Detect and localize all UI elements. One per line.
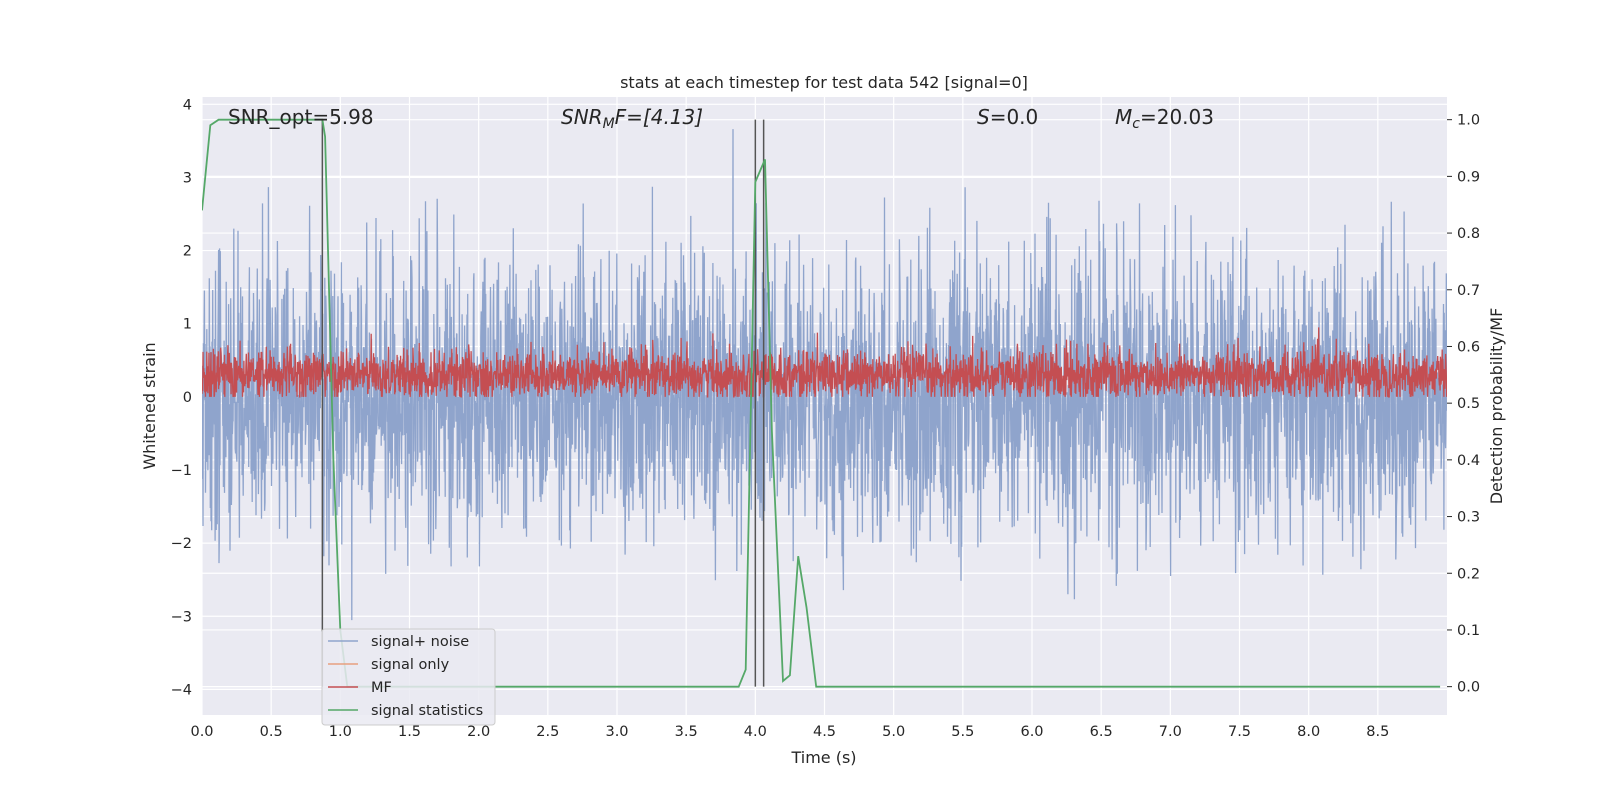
y-tick-label: 1 [183, 317, 192, 333]
annotation-mc-main: M [1115, 105, 1132, 129]
x-tick-label: 2.5 [536, 724, 559, 740]
y-axis-label: Whitened strain [140, 342, 159, 469]
annotation-mc-sub: c [1132, 116, 1140, 132]
x-tick-label: 5.5 [951, 724, 974, 740]
y2-tick-label: 0.8 [1457, 226, 1480, 242]
annotation-s: S=0.0 [977, 105, 1038, 129]
x-tick-label: 3.0 [605, 724, 628, 740]
y2-tick-label: 0.9 [1457, 169, 1480, 185]
x-tick-label: 7.5 [1228, 724, 1251, 740]
y-tick-label: −3 [171, 609, 192, 625]
annotation-mc: Mc=20.03 [1115, 105, 1214, 132]
x-tick-label: 7.0 [1159, 724, 1182, 740]
y2-tick-label: 0.6 [1457, 339, 1480, 355]
y2-tick-label: 0.7 [1457, 283, 1480, 299]
y-tick-label: 2 [183, 244, 192, 260]
legend-label-signal-noise: signal+ noise [371, 634, 469, 650]
x-axis-label: Time (s) [790, 748, 856, 767]
x-tick-label: 4.0 [744, 724, 767, 740]
annotation-snr-mf-main: SNR [561, 105, 603, 129]
x-tick-label: 1.0 [329, 724, 352, 740]
series-signal-noise-line [202, 129, 1447, 621]
legend: signal+ noise signal only MF signal stat… [321, 628, 496, 726]
y-tick-label: −2 [171, 536, 192, 552]
y2-axis-label: Detection probability/MF [1487, 308, 1506, 505]
x-tick-label: 8.5 [1366, 724, 1389, 740]
x-tick-label: 0.0 [190, 724, 213, 740]
y2-tick-label: 0.4 [1457, 453, 1480, 469]
y-tick-label: 4 [183, 97, 192, 113]
right-axis-ticks: 0.0 0.1 0.2 0.3 0.4 0.5 0.6 0.7 0.8 0.9 1.0 [1447, 113, 1480, 696]
annotation-snr-mf-rest: F=[4.13] [615, 105, 703, 129]
annotation-snr-opt: SNR_opt=5.98 [228, 105, 374, 129]
x-tick-label: 5.0 [882, 724, 905, 740]
x-tick-label: 2.0 [467, 724, 490, 740]
y2-tick-label: 0.2 [1457, 566, 1480, 582]
x-tick-label: 4.5 [813, 724, 836, 740]
y2-tick-label: 0.1 [1457, 623, 1480, 639]
y-tick-label: 3 [183, 170, 192, 186]
series-group [202, 118, 1447, 688]
plot-area [202, 118, 1447, 688]
legend-label-mf: MF [371, 680, 392, 696]
annotation-mc-rest: =20.03 [1140, 105, 1214, 129]
x-tick-label: 3.5 [675, 724, 698, 740]
legend-label-signal-only: signal only [371, 657, 450, 673]
y2-tick-label: 0.3 [1457, 510, 1480, 526]
x-tick-label: 1.5 [398, 724, 421, 740]
annotation-snr-mf-sub: M [603, 116, 615, 132]
y2-tick-label: 1.0 [1457, 113, 1480, 129]
annotation-s-main: S [977, 105, 990, 129]
x-tick-label: 0.5 [260, 724, 283, 740]
y-tick-label: −4 [171, 682, 192, 698]
series-signal-statistics-line [202, 118, 1441, 688]
legend-label-signal-statistics: signal statistics [371, 703, 483, 719]
y-tick-label: −1 [171, 463, 192, 479]
left-axis-ticks: −4 −3 −2 −1 0 1 2 3 4 [171, 97, 192, 698]
annotation-snr-mf: SNRMF=[4.13] [561, 105, 703, 132]
annotation-s-rest: =0.0 [990, 105, 1039, 129]
y2-tick-label: 0.5 [1457, 396, 1480, 412]
x-tick-label: 6.5 [1090, 724, 1113, 740]
y2-tick-label: 0.0 [1457, 680, 1480, 696]
x-tick-label: 6.0 [1020, 724, 1043, 740]
chart-title: stats at each timestep for test data 542… [620, 73, 1028, 92]
legend-box [321, 628, 496, 726]
x-axis-ticks: 0.0 0.5 1.0 1.5 2.0 2.5 3.0 3.5 4.0 4.5 5.0 5.5 6.0 6… [190, 724, 1389, 740]
series-mf-line [202, 327, 1447, 398]
x-tick-label: 8.0 [1297, 724, 1320, 740]
y-tick-label: 0 [183, 390, 192, 406]
